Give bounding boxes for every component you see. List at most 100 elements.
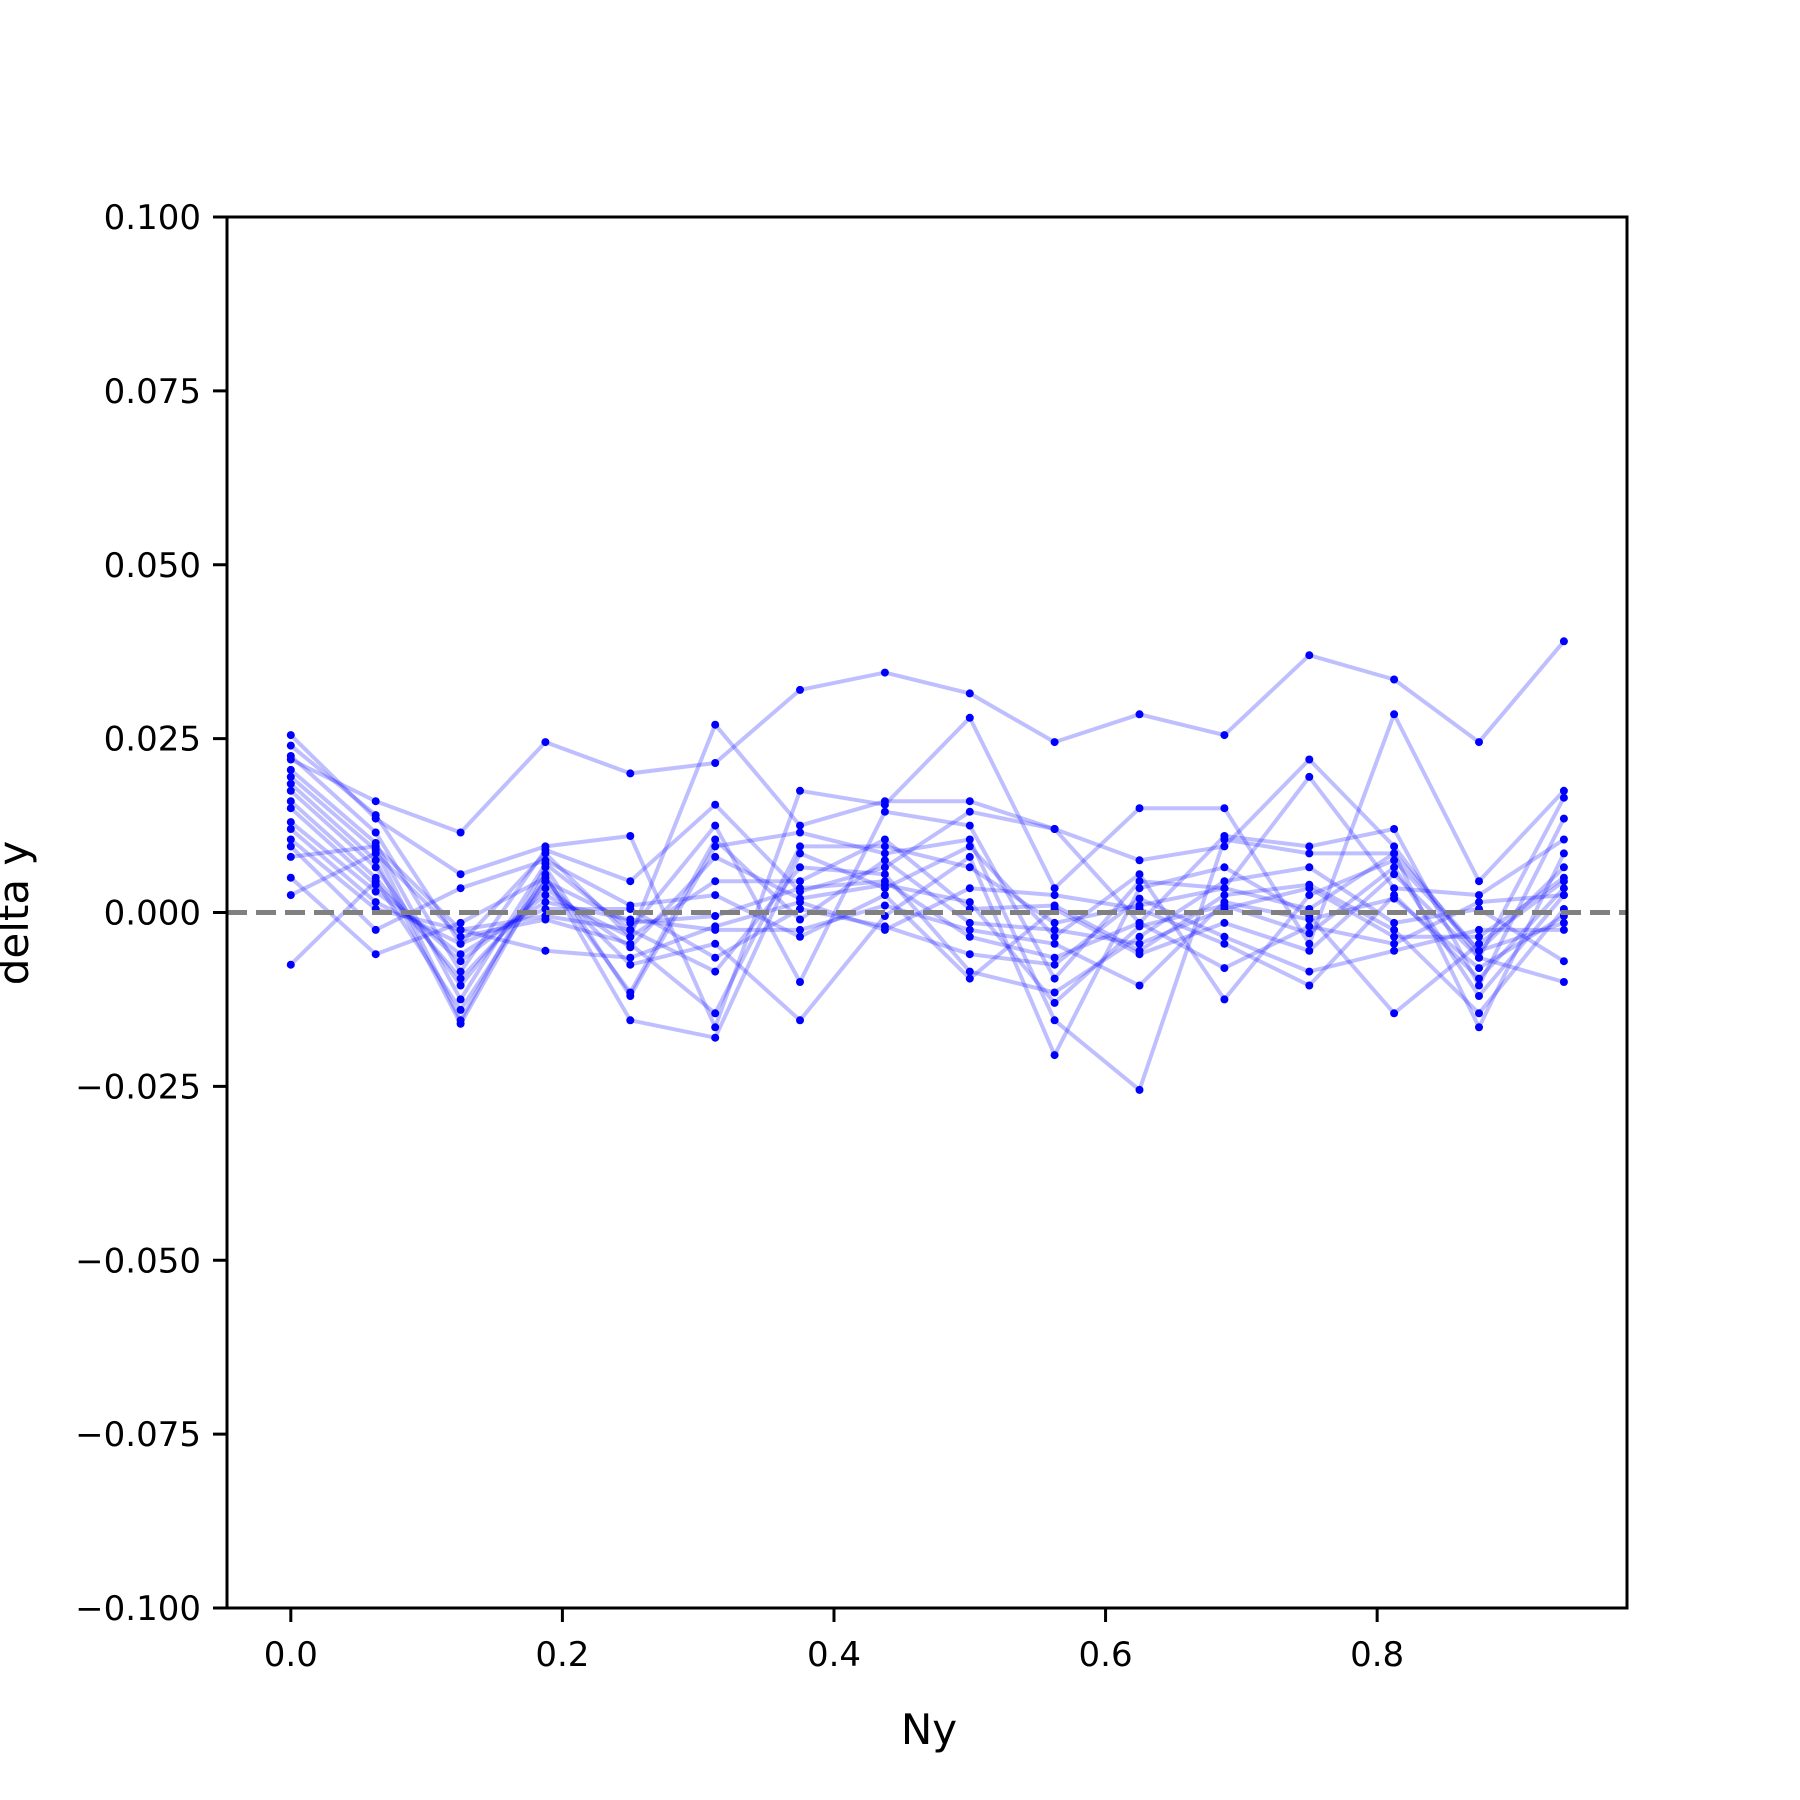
series-15 <box>286 842 1568 990</box>
data-point <box>796 821 804 830</box>
data-point <box>371 863 380 872</box>
data-point <box>965 713 974 722</box>
y-tick-label: −0.075 <box>75 1415 201 1455</box>
data-point <box>796 863 804 872</box>
data-point <box>1135 950 1144 959</box>
data-point <box>1475 1023 1483 1032</box>
series-17 <box>286 842 1568 1018</box>
data-point <box>1390 891 1399 900</box>
data-point <box>626 925 635 934</box>
data-point <box>456 967 465 976</box>
data-point <box>965 967 974 976</box>
data-point <box>286 960 295 969</box>
data-point <box>711 852 720 861</box>
data-point <box>711 891 720 900</box>
data-point <box>1050 1051 1059 1060</box>
data-point <box>965 918 974 927</box>
data-point <box>1390 863 1399 872</box>
series-line <box>289 844 1565 1016</box>
data-point <box>1305 939 1314 948</box>
data-point <box>456 939 465 948</box>
data-point <box>286 731 295 740</box>
data-point <box>796 828 804 837</box>
data-point <box>371 887 380 896</box>
series-line <box>289 844 1565 984</box>
x-axis-label: Ny <box>901 1705 957 1754</box>
data-point <box>1475 891 1483 900</box>
data-point <box>796 925 804 934</box>
data-point <box>965 863 974 872</box>
data-point <box>1390 918 1399 927</box>
series-1 <box>286 637 1568 837</box>
data-point <box>1559 637 1568 646</box>
data-point <box>1050 939 1059 948</box>
data-point <box>371 925 380 934</box>
x-tick-label: 0.8 <box>1350 1635 1404 1675</box>
data-point <box>1475 932 1483 941</box>
data-point <box>796 786 804 795</box>
series-line <box>289 775 1566 1092</box>
data-point <box>1050 918 1059 927</box>
data-point <box>965 932 974 941</box>
data-point <box>1050 988 1059 997</box>
data-point <box>965 797 974 806</box>
series-line <box>289 806 1566 1016</box>
data-point <box>1135 884 1144 893</box>
data-point <box>1390 675 1399 684</box>
series-line <box>289 782 1566 1040</box>
data-point <box>1305 929 1314 938</box>
data-point <box>796 842 804 851</box>
data-point <box>1050 884 1059 893</box>
data-point <box>796 932 804 941</box>
data-point <box>1559 891 1568 900</box>
data-point <box>1390 856 1399 865</box>
data-point <box>1559 925 1568 934</box>
data-point <box>880 891 889 900</box>
data-point <box>965 950 974 959</box>
data-point <box>1475 981 1483 990</box>
data-point <box>286 765 295 774</box>
data-point <box>796 898 804 907</box>
data-point <box>1050 925 1059 934</box>
data-point <box>1050 953 1059 962</box>
data-point <box>965 898 974 907</box>
series-line <box>289 827 1564 974</box>
data-point <box>1559 957 1568 966</box>
data-point <box>1475 925 1483 934</box>
data-point <box>541 863 550 872</box>
data-point <box>286 797 295 806</box>
series-layer <box>286 637 1568 1094</box>
data-point <box>1559 786 1568 795</box>
data-point <box>541 845 550 854</box>
data-point <box>880 668 889 677</box>
data-point <box>1220 995 1229 1004</box>
data-point <box>1050 932 1059 941</box>
data-point <box>286 825 295 833</box>
data-point <box>1390 870 1399 879</box>
data-point <box>1305 849 1314 858</box>
data-point <box>1220 891 1229 900</box>
data-point <box>880 835 889 844</box>
y-tick-label: 0.050 <box>104 546 201 586</box>
data-point <box>541 856 550 865</box>
data-point <box>1220 964 1229 973</box>
data-point <box>1050 738 1059 747</box>
series-5 <box>286 765 1568 1004</box>
data-point <box>626 960 635 969</box>
data-point <box>1305 967 1314 976</box>
data-point <box>1390 825 1399 833</box>
data-point <box>711 1023 720 1032</box>
data-point <box>965 842 974 851</box>
data-point <box>965 974 974 983</box>
data-point <box>1475 964 1483 973</box>
data-point <box>880 842 889 851</box>
data-point <box>880 925 889 934</box>
data-point <box>1559 863 1568 872</box>
data-point <box>880 877 889 886</box>
data-point <box>1390 849 1399 858</box>
data-point <box>1475 946 1483 955</box>
data-point <box>456 1005 465 1014</box>
data-point <box>1305 863 1314 872</box>
data-point <box>1559 835 1568 844</box>
data-point <box>1475 877 1483 886</box>
